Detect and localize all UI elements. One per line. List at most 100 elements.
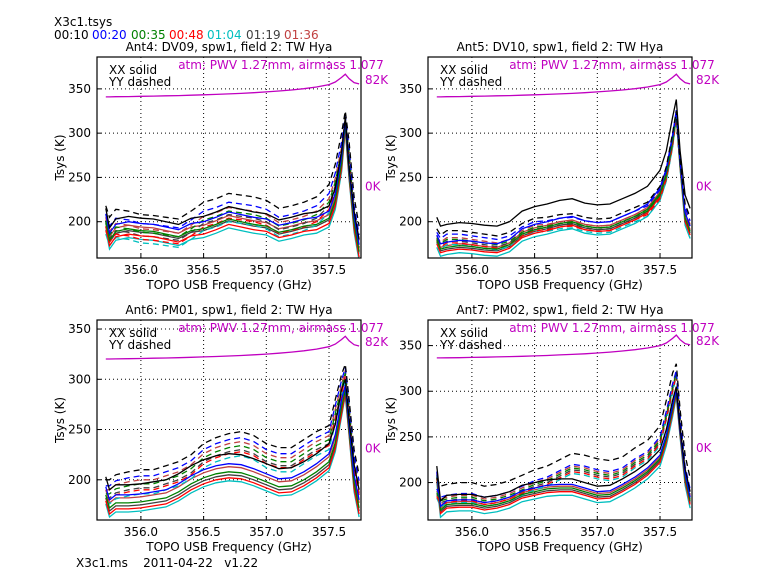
series-yy-line — [105, 370, 360, 491]
x-tick-label: 357.0 — [580, 263, 614, 277]
y-tick-label: 200 — [68, 473, 91, 487]
y-tick-label: 350 — [68, 82, 91, 96]
y-tick-label: 250 — [68, 423, 91, 437]
y-tick-label: 350 — [399, 339, 422, 353]
legend-yy: YY dashed — [439, 75, 502, 89]
time-legend-item: 01:36 — [284, 28, 319, 42]
series-xx-line — [436, 99, 691, 227]
time-legend-item: 00:20 — [92, 28, 127, 42]
legend-xx: XX solid — [440, 63, 488, 77]
series-yy-line — [436, 118, 691, 249]
plot-frame — [96, 56, 362, 259]
plot-title: Ant7: PM02, spw1, field 2: TW Hya — [456, 303, 663, 317]
y-tick-label: 200 — [399, 476, 422, 490]
series-yy-line — [105, 110, 360, 227]
series-xx-line — [436, 394, 691, 515]
series-xx-line — [105, 117, 360, 240]
series-yy-line — [436, 370, 691, 498]
y-tick-label: 300 — [68, 126, 91, 140]
footer-info: X3c1.ms 2011-04-22 v1.22 — [76, 556, 259, 570]
series-yy-line — [436, 110, 691, 237]
x-tick-label: 356.0 — [124, 263, 158, 277]
atm-label: atm: PWV 1.27mm, airmass 1.077 — [178, 58, 384, 72]
series-yy-line — [105, 378, 360, 505]
x-tick-label: 357.0 — [580, 525, 614, 539]
plot-title: Ant4: DV09, spw1, field 2: TW Hya — [126, 40, 333, 54]
y-tick-label: 300 — [399, 126, 422, 140]
y-axis-label: Tsys (K) — [53, 135, 67, 182]
series-yy-line — [436, 374, 691, 506]
series-xx-line — [105, 127, 360, 258]
atm-curve — [436, 73, 691, 98]
legend-yy: YY dashed — [108, 75, 171, 89]
plot-title: Ant5: DV10, spw1, field 2: TW Hya — [457, 40, 664, 54]
y-tick-label: 300 — [68, 372, 91, 386]
atm-label: atm: PWV 1.27mm, airmass 1.077 — [509, 58, 715, 72]
series-xx-line — [105, 395, 360, 519]
series-yy-line — [105, 367, 360, 487]
subplot: 356.0 356.5 357.0 357.5 200 250 300 350 Ant5: DV… — [384, 40, 720, 292]
y-tick-label: 350 — [68, 322, 91, 336]
series-yy-line — [436, 373, 691, 504]
series-xx-line — [105, 386, 360, 505]
subplot: 356.0 356.5 357.0 357.5 200 250 300 350 Ant4: DV… — [53, 40, 389, 292]
x-tick-label: 356.0 — [455, 525, 489, 539]
atm-axis-zero-label: 0K — [696, 179, 713, 193]
x-axis-label: TOPO USB Frequency (GHz) — [476, 540, 643, 554]
series-xx-line — [105, 390, 360, 510]
y-tick-label: 250 — [68, 170, 91, 184]
x-tick-label: 357.0 — [249, 263, 283, 277]
legend-yy: YY dashed — [439, 338, 502, 352]
series-xx-line — [105, 385, 360, 502]
series-xx-line — [105, 379, 360, 491]
series-yy-line — [436, 375, 691, 508]
series-yy-line — [436, 372, 691, 502]
y-tick-label: 200 — [399, 215, 422, 229]
series-yy-line — [105, 116, 360, 236]
series-xx-line — [105, 120, 360, 245]
y-axis-label: Tsys (K) — [384, 135, 398, 182]
series-yy-line — [436, 363, 691, 487]
series-xx-line — [105, 125, 360, 254]
series-xx-line — [436, 390, 691, 510]
atm-axis-zero-label: 0K — [365, 442, 382, 456]
plot-title: Ant6: PM01, spw1, field 2: TW Hya — [125, 303, 332, 317]
y-tick-label: 250 — [399, 170, 422, 184]
time-legend-item: 01:04 — [207, 28, 242, 42]
legend-yy: YY dashed — [108, 338, 171, 352]
x-tick-label: 356.5 — [517, 263, 551, 277]
series-yy-line — [105, 363, 360, 481]
series-xx-line — [105, 129, 360, 258]
legend-xx: XX solid — [440, 326, 488, 340]
atm-axis-top-label: 82K — [365, 335, 389, 349]
time-legend-item: 00:10 — [54, 28, 89, 42]
series-xx-line — [436, 386, 691, 503]
atm-label: atm: PWV 1.27mm, airmass 1.077 — [178, 321, 384, 335]
series-xx-line — [436, 391, 691, 512]
x-tick-label: 357.5 — [643, 525, 677, 539]
y-tick-label: 250 — [399, 430, 422, 444]
atm-curve — [105, 73, 360, 98]
x-tick-label: 357.0 — [249, 525, 283, 539]
subplot: 356.0 356.5 357.0 357.5 200 250 300 350 Ant7: PM… — [384, 303, 720, 554]
atm-curve — [105, 335, 360, 360]
y-axis-label: Tsys (K) — [384, 397, 398, 444]
legend-xx: XX solid — [109, 326, 157, 340]
y-axis-label: Tsys (K) — [53, 397, 67, 444]
atm-label: atm: PWV 1.27mm, airmass 1.077 — [509, 321, 715, 335]
x-tick-label: 357.5 — [312, 263, 346, 277]
atm-axis-top-label: 82K — [696, 73, 720, 87]
atm-axis-top-label: 82K — [365, 73, 389, 87]
plot-frame — [427, 319, 693, 521]
legend-xx: XX solid — [109, 63, 157, 77]
y-tick-label: 200 — [68, 215, 91, 229]
series-xx-line — [436, 396, 691, 519]
x-tick-label: 357.5 — [643, 263, 677, 277]
x-axis-label: TOPO USB Frequency (GHz) — [145, 278, 312, 292]
series-xx-line — [436, 389, 691, 508]
x-tick-label: 356.5 — [186, 525, 220, 539]
series-yy-line — [436, 371, 691, 500]
x-tick-label: 356.5 — [186, 263, 220, 277]
y-tick-label: 300 — [399, 384, 422, 398]
